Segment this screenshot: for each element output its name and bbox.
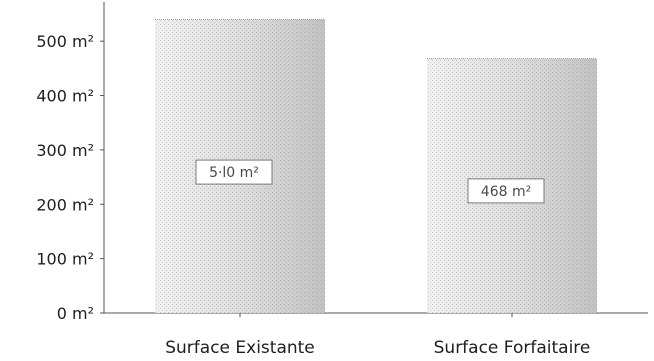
data-label-box <box>195 159 273 185</box>
data-label-box <box>467 178 545 204</box>
y-tick-label: 100 m² <box>36 250 94 269</box>
y-tick-label: 400 m² <box>36 87 94 106</box>
y-tick-label: 200 m² <box>36 195 94 214</box>
x-category-label: Surface Existante <box>165 338 315 358</box>
labels: Surface Existante 5·l0 m² Surface Forfaita… <box>165 159 591 358</box>
y-tick-label: 300 m² <box>36 141 94 160</box>
x-category-label: Surface Forfaitaire <box>434 338 591 358</box>
data-label: 468 m² <box>481 184 531 200</box>
y-tick-label: 0 m² <box>57 304 94 323</box>
data-label: 5·l0 m² <box>209 165 259 181</box>
axes: 0 m² 100 m² 200 m² 300 m² 400 m² 500 m² <box>36 2 648 323</box>
y-tick-label: 500 m² <box>36 32 94 51</box>
